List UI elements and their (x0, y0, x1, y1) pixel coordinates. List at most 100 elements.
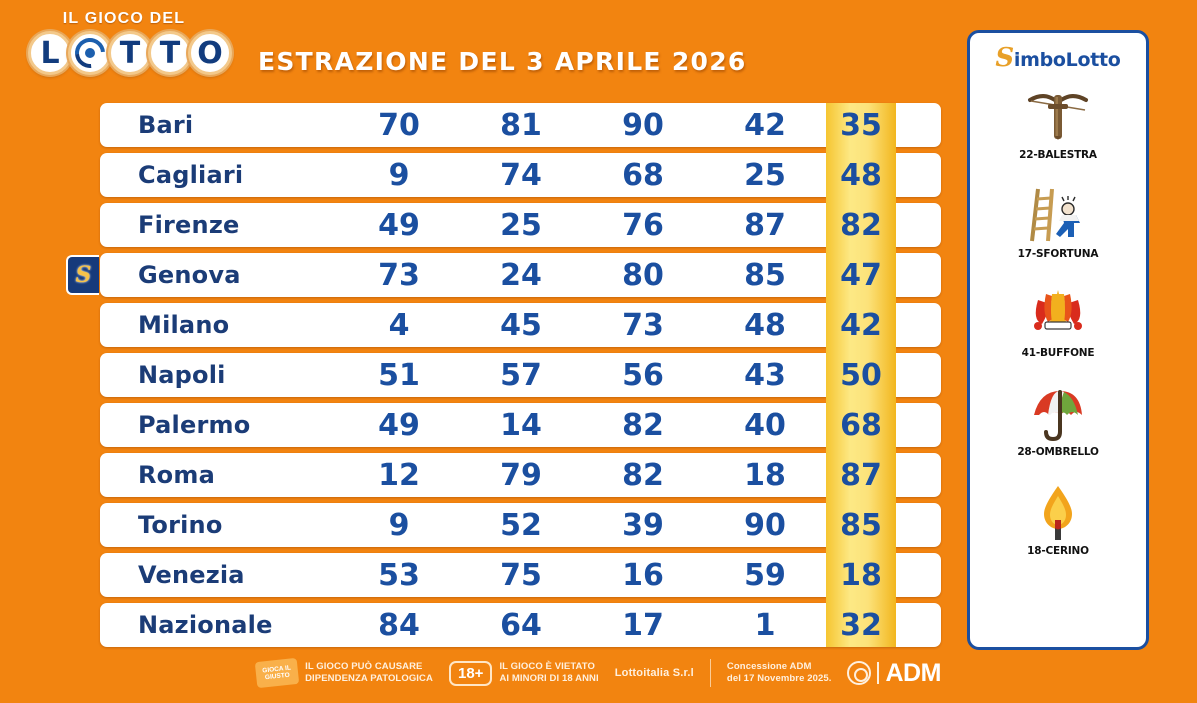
number-1: 9 (388, 507, 410, 543)
number-5-highlighted: 68 (826, 400, 896, 450)
simbolotto-panel: SimboLotto 22-BALESTRA (967, 30, 1149, 650)
lotto-logo: IL GIOCO DEL L O T T O (26, 10, 251, 90)
adm-logo-divider (877, 662, 880, 684)
symbol-item: 28-OMBRELLO (970, 376, 1146, 475)
concession-line-2: del 17 Novembre 2025. (726, 673, 832, 684)
match-icon (1020, 481, 1096, 543)
number-1: 70 (378, 107, 420, 143)
number-1: 49 (378, 207, 420, 243)
number-3: 90 (622, 107, 664, 143)
number-5-highlighted: 48 (826, 150, 896, 200)
number-1: 4 (388, 307, 410, 343)
logo-tagline: IL GIOCO DEL (62, 10, 186, 27)
logo-letter-t1: T (108, 31, 152, 75)
number-2: 24 (500, 257, 542, 293)
symbol-item: 18-CERINO (970, 475, 1146, 574)
warning-line-1: IL GIOCO PUÒ CAUSARE (305, 661, 423, 673)
wheel-name: Nazionale (138, 611, 273, 639)
table-row: Cagliari 9 74 68 25 48 (100, 150, 941, 200)
number-3: 39 (622, 507, 664, 543)
concession-line-1: Concessione ADM (726, 661, 812, 673)
number-2: 25 (500, 207, 542, 243)
number-2: 79 (500, 457, 542, 493)
wheel-name: Milano (138, 311, 230, 339)
number-2: 52 (500, 507, 542, 543)
table-row: Palermo 49 14 82 40 68 (100, 400, 941, 450)
number-4: 90 (744, 507, 786, 543)
simbolotto-title-rest: imboLotto (1013, 49, 1121, 71)
number-5-highlighted: 32 (826, 600, 896, 647)
wheel-numbers: 49 14 82 40 68 (338, 400, 941, 450)
wheel-name: Venezia (138, 561, 245, 589)
footer-divider (709, 659, 711, 687)
age-restriction-text: IL GIOCO È VIETATO AI MINORI DI 18 ANNI (499, 661, 598, 685)
draw-date-title: ESTRAZIONE DEL 3 APRILE 2026 (258, 47, 747, 76)
number-3: 82 (622, 457, 664, 493)
wheel-name: Firenze (138, 211, 240, 239)
pathological-dependence-warning: IL GIOCO PUÒ CAUSARE DIPENDENZA PATOLOGI… (305, 661, 433, 685)
number-1: 84 (378, 607, 420, 643)
concession-info: Concessione ADM del 17 Novembre 2025. (727, 661, 832, 685)
gioca-logo-line2: GIUSTO (264, 671, 291, 682)
number-4: 48 (744, 307, 786, 343)
wheel-numbers: 9 52 39 90 85 (338, 500, 941, 550)
number-1: 12 (378, 457, 420, 493)
age-restriction-block: 18+ IL GIOCO È VIETATO AI MINORI DI 18 A… (448, 660, 599, 686)
logo-letter-o: O (188, 31, 232, 75)
number-4: 1 (754, 607, 776, 643)
number-4: 18 (744, 457, 786, 493)
number-5-highlighted: 42 (826, 300, 896, 350)
wheel-name: Bari (138, 111, 194, 139)
wheel-numbers: 49 25 76 87 82 (338, 200, 941, 250)
adm-logo: ADM (847, 659, 941, 688)
logo-letter-o-spiral: O (68, 31, 112, 75)
number-1: 51 (378, 357, 420, 393)
wheel-name: Napoli (138, 361, 226, 389)
number-1: 53 (378, 557, 420, 593)
adm-seal-icon (847, 661, 872, 685)
warning-line-2: DIPENDENZA PATOLOGICA (305, 673, 433, 684)
number-4: 59 (744, 557, 786, 593)
gioca-il-giusto-logo: GIOCA IL GIUSTO (254, 657, 300, 689)
number-2: 64 (500, 607, 542, 643)
legal-footer: GIOCA IL GIUSTO IL GIOCO PUÒ CAUSARE DIP… (0, 651, 1197, 695)
number-5-highlighted: 47 (826, 250, 896, 300)
table-row: Roma 12 79 82 18 87 (100, 450, 941, 500)
symbol-caption: 18-CERINO (1027, 545, 1089, 557)
age-badge: 18+ (448, 660, 493, 686)
number-2: 81 (500, 107, 542, 143)
table-row: Milano 4 45 73 48 42 (100, 300, 941, 350)
symbol-caption: 17-SFORTUNA (1017, 248, 1099, 260)
wheel-name: Genova (138, 261, 241, 289)
table-row: Firenze 49 25 76 87 82 (100, 200, 941, 250)
operator-name: Lottoitalia S.r.l (614, 667, 694, 679)
results-table: Bari 70 81 90 42 35 Cagliari 9 74 68 25 … (66, 103, 941, 653)
table-row: Torino 9 52 39 90 85 (100, 500, 941, 550)
number-4: 43 (744, 357, 786, 393)
number-1: 73 (378, 257, 420, 293)
simbolotto-wheel-badge: S (66, 255, 99, 295)
wheel-numbers: 12 79 82 18 87 (338, 450, 941, 500)
number-3: 17 (622, 607, 664, 643)
symbol-item: 17-SFORTUNA (970, 178, 1146, 277)
crossbow-icon (1020, 85, 1096, 147)
jester-icon (1020, 283, 1096, 345)
simbolotto-title: SimboLotto (970, 43, 1146, 73)
symbol-item: 22-BALESTRA (970, 79, 1146, 178)
wheel-name: Palermo (138, 411, 251, 439)
number-3: 80 (622, 257, 664, 293)
number-2: 75 (500, 557, 542, 593)
wheel-name: Torino (138, 511, 223, 539)
wheel-numbers: 84 64 17 1 32 (338, 600, 941, 647)
wheel-numbers: 53 75 16 59 18 (338, 550, 941, 600)
logo-wordmark: L O T T O (28, 31, 251, 75)
number-3: 56 (622, 357, 664, 393)
number-4: 85 (744, 257, 786, 293)
wheel-name: Cagliari (138, 161, 244, 189)
wheel-numbers: 70 81 90 42 35 (338, 103, 941, 150)
symbol-caption: 22-BALESTRA (1019, 149, 1097, 161)
wheel-name: Roma (138, 461, 215, 489)
number-3: 76 (622, 207, 664, 243)
table-row-marked: S Genova 73 24 80 85 47 (66, 250, 941, 300)
